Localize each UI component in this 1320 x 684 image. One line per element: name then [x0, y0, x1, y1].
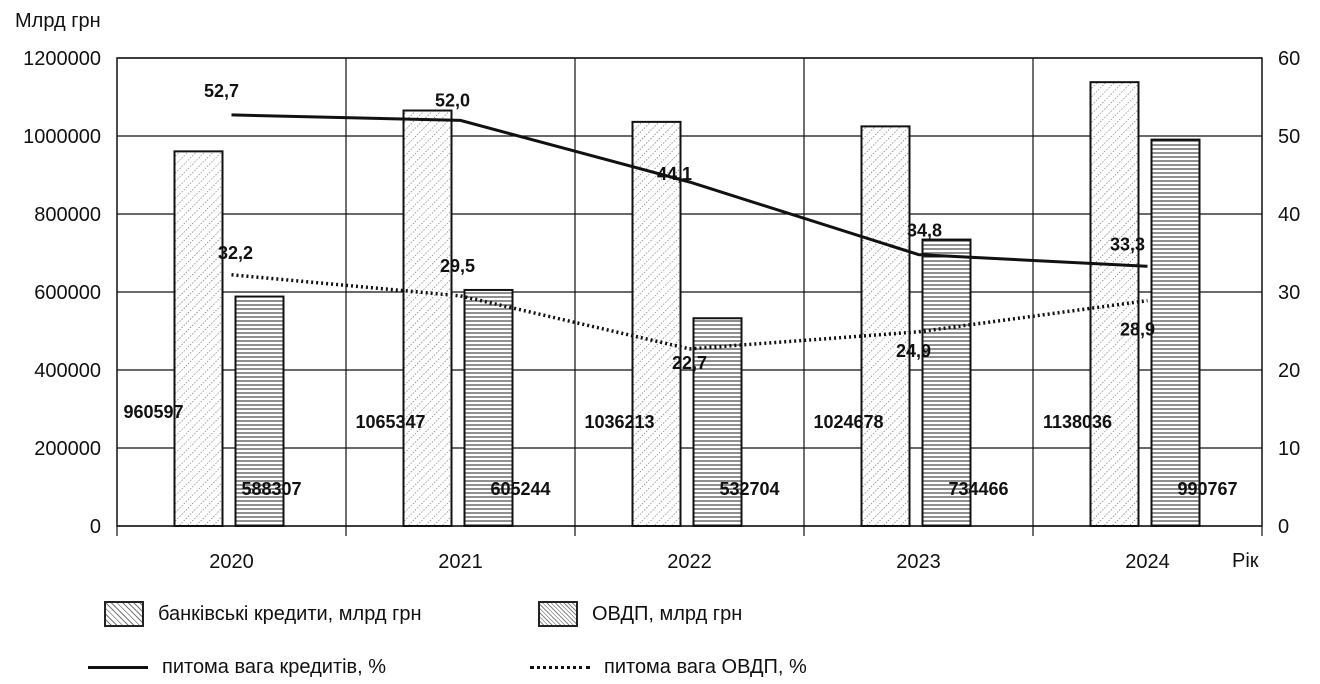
line-value-label: 24,9 — [896, 341, 931, 361]
y-left-tick-label: 200000 — [34, 438, 101, 460]
bar-value-label: 532704 — [719, 479, 779, 499]
x-tick-label: 2024 — [1125, 551, 1170, 573]
line-value-label: 52,7 — [204, 81, 239, 101]
line-value-label: 32,2 — [218, 243, 253, 263]
y-right-tick-label: 10 — [1278, 438, 1300, 460]
axes: 0 200000 400000 600000 800000 1000000 1200000 0… — [23, 48, 1300, 573]
bar-credits — [631, 120, 682, 528]
line-value-label: 44,1 — [657, 164, 692, 184]
line-ovdp-share — [231, 273, 1148, 351]
y-left-tick-label: 400000 — [34, 360, 101, 382]
line-value-label: 29,5 — [440, 256, 475, 276]
bar-value-label: 1024678 — [813, 412, 883, 432]
line-value-label: 34,8 — [907, 221, 942, 241]
bar-credits — [1089, 81, 1140, 528]
bar-value-label: 1036213 — [584, 412, 654, 432]
bar-value-label: 960597 — [123, 402, 183, 422]
data-labels: 960597 1065347 1036213 1024678 1138036 588307… — [123, 81, 1237, 499]
x-tick-label: 2023 — [896, 551, 941, 573]
bar-ovdp — [692, 317, 743, 528]
bar-value-label: 1138036 — [1043, 412, 1112, 432]
bar-ovdp — [1150, 138, 1201, 528]
line-value-label: 28,9 — [1120, 320, 1155, 340]
y-left-tick-label: 0 — [90, 516, 101, 538]
bar-value-label: 588307 — [241, 479, 301, 499]
grid — [116, 57, 1263, 527]
bar-value-label: 990767 — [1177, 479, 1237, 499]
line-credits-share — [231, 113, 1148, 268]
bar-credits — [173, 150, 224, 528]
y-right-tick-label: 0 — [1278, 516, 1289, 538]
y-left-tick-label: 800000 — [34, 204, 101, 226]
bar-credits — [402, 109, 453, 527]
lines — [231, 113, 1148, 351]
y-right-tick-label: 20 — [1278, 360, 1300, 382]
y-right-tick-label: 60 — [1278, 48, 1300, 70]
bar-ovdp — [234, 295, 285, 527]
bar-value-label: 1065347 — [355, 412, 425, 432]
line-value-label: 33,3 — [1110, 234, 1145, 254]
y-right-tick-label: 40 — [1278, 204, 1300, 226]
x-axis-title: Рік — [1232, 550, 1259, 572]
x-tick-label: 2021 — [438, 551, 483, 573]
bar-ovdp — [463, 288, 514, 527]
bars — [173, 81, 1201, 528]
y-left-tick-label: 600000 — [34, 282, 101, 304]
y-left-tick-label: 1200000 — [23, 48, 101, 70]
y-right-tick-label: 30 — [1278, 282, 1300, 304]
y-left-tick-label: 1000000 — [23, 126, 101, 148]
y-axis-title: Млрд грн — [15, 10, 101, 32]
line-value-label: 22,7 — [672, 353, 707, 373]
x-tick-label: 2020 — [209, 551, 254, 573]
bar-credits — [860, 125, 911, 527]
x-tick-label: 2022 — [667, 551, 712, 573]
y-right-tick-label: 50 — [1278, 126, 1300, 148]
bar-value-label: 734466 — [948, 479, 1008, 499]
line-value-label: 52,0 — [435, 90, 470, 110]
bar-ovdp — [921, 238, 972, 527]
bar-value-label: 605244 — [490, 479, 550, 499]
